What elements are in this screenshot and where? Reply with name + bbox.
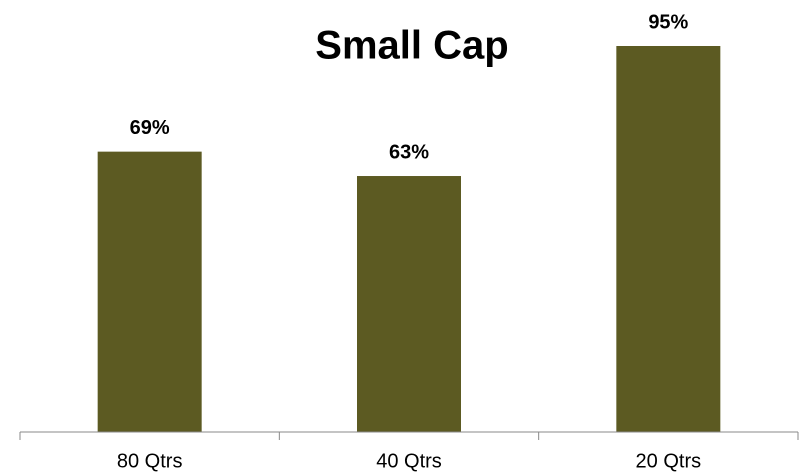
x-tick-label: 40 Qtrs (376, 450, 442, 472)
bar (357, 176, 461, 432)
bar (97, 151, 202, 433)
bar (616, 46, 721, 432)
value-label: 63% (389, 141, 429, 163)
value-label: 95% (648, 11, 688, 33)
x-tick-label: 80 Qtrs (117, 450, 183, 472)
chart-title: Small Cap (315, 24, 508, 68)
x-tick-label: 20 Qtrs (636, 450, 702, 472)
value-label: 69% (130, 117, 170, 139)
